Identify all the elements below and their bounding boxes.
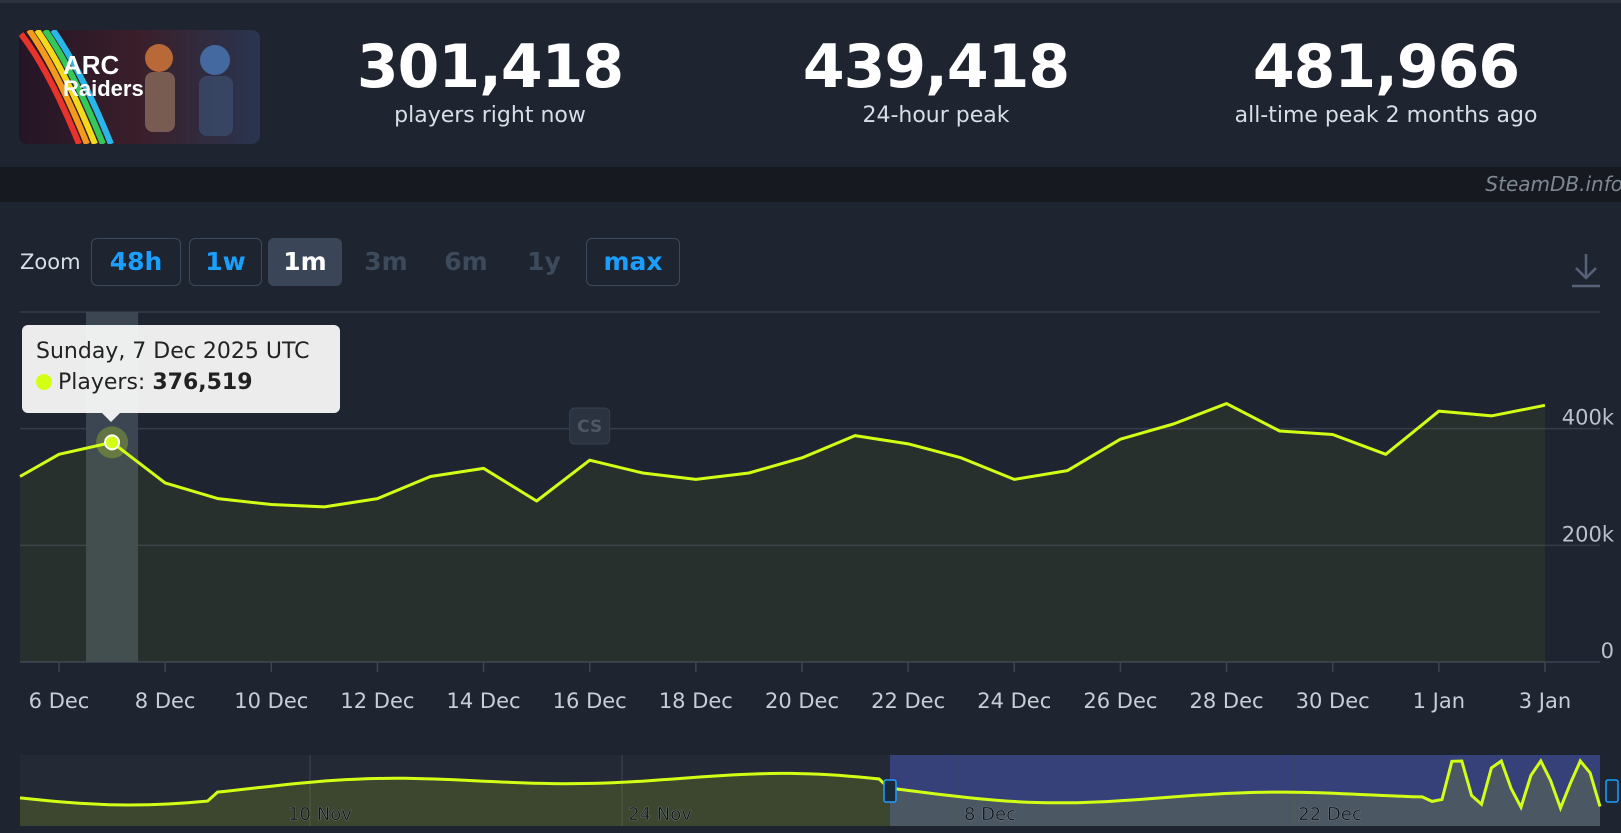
alltime-peak-label: all-time peak 2 months ago (1234, 103, 1538, 128)
current-players-value: 301,418 (356, 32, 624, 102)
tooltip-date: Sunday, 7 Dec 2025 UTC (36, 339, 310, 364)
x-tick-label: 30 Dec (1296, 689, 1370, 713)
x-tick-label: 14 Dec (447, 689, 521, 713)
steamdb-watermark: SteamDB.info (1485, 172, 1621, 196)
zoom-3m-button: 3m (364, 247, 408, 276)
y-tick-label: 0 (1601, 639, 1614, 663)
navigator-label: 24 Nov (628, 804, 692, 825)
chart-tooltip: Sunday, 7 Dec 2025 UTC Players: 376,519 (22, 325, 340, 422)
separator-strip (0, 167, 1621, 202)
svg-text:Raiders: Raiders (63, 76, 144, 101)
navigator-handle (883, 779, 897, 803)
x-tick-label: 24 Dec (977, 689, 1051, 713)
peak-24h-label: 24-hour peak (862, 103, 1010, 128)
svg-text:ARC: ARC (63, 50, 120, 80)
stat-24h-peak: 439,418 24-hour peak (786, 31, 1086, 129)
navigator-label: 10 Nov (288, 804, 352, 825)
x-tick-label: 3 Jan (1519, 689, 1571, 713)
tooltip-row: Players: 376,519 (36, 369, 326, 397)
current-players-label: players right now (394, 103, 586, 128)
zoom-6m-button: 6m (444, 247, 488, 276)
navigator-selection (890, 755, 1600, 826)
zoom-1y-button: 1y (527, 247, 561, 276)
x-tick-label: 28 Dec (1190, 689, 1264, 713)
x-tick-label: 1 Jan (1413, 689, 1465, 713)
series-area (20, 403, 1545, 662)
navigator-label: 22 Dec (1298, 804, 1361, 825)
tooltip-value: 376,519 (152, 370, 253, 395)
flag-marker (569, 407, 611, 445)
x-tick-label: 10 Dec (234, 689, 308, 713)
chart-panel (0, 202, 1621, 833)
x-tick-label: 12 Dec (340, 689, 414, 713)
zoom-48h-button[interactable]: 48h (91, 238, 181, 286)
x-tick-label: 8 Dec (135, 689, 196, 713)
series-line (19, 402, 1546, 509)
series-dot-icon (36, 374, 52, 390)
navigator-area (20, 761, 1600, 826)
alltime-peak-value: 481,966 (1252, 32, 1520, 102)
zoom-1w-button[interactable]: 1w (189, 238, 262, 286)
x-tick-label: 20 Dec (765, 689, 839, 713)
navigator-line (19, 758, 1602, 813)
x-tick-label: 16 Dec (553, 689, 627, 713)
navigator-label: 8 Dec (964, 804, 1016, 825)
zoom-1m-button[interactable]: 1m (268, 238, 342, 286)
flag-label: CS (577, 417, 602, 437)
stat-alltime-peak: 481,966 all-time peak 2 months ago (1216, 31, 1556, 129)
peak-24h-value: 439,418 (802, 32, 1070, 102)
x-tick-label: 18 Dec (659, 689, 733, 713)
navigator-handle (1605, 779, 1619, 803)
y-tick-label: 200k (1562, 522, 1615, 546)
header-bar: ARC Raiders 301,418 players right now 43… (0, 0, 1621, 167)
zoom-label: Zoom (20, 250, 81, 274)
game-logo[interactable]: ARC Raiders (19, 30, 260, 144)
y-tick-label: 400k (1562, 406, 1615, 430)
x-tick-label: 26 Dec (1083, 689, 1157, 713)
hover-point (104, 434, 121, 451)
x-tick-label: 22 Dec (871, 689, 945, 713)
stat-current-players: 301,418 players right now (340, 31, 640, 129)
x-tick-label: 6 Dec (29, 689, 90, 713)
zoom-max-button[interactable]: max (586, 238, 680, 286)
tooltip-series-label: Players: (58, 370, 146, 395)
download-icon[interactable] (1570, 250, 1602, 294)
